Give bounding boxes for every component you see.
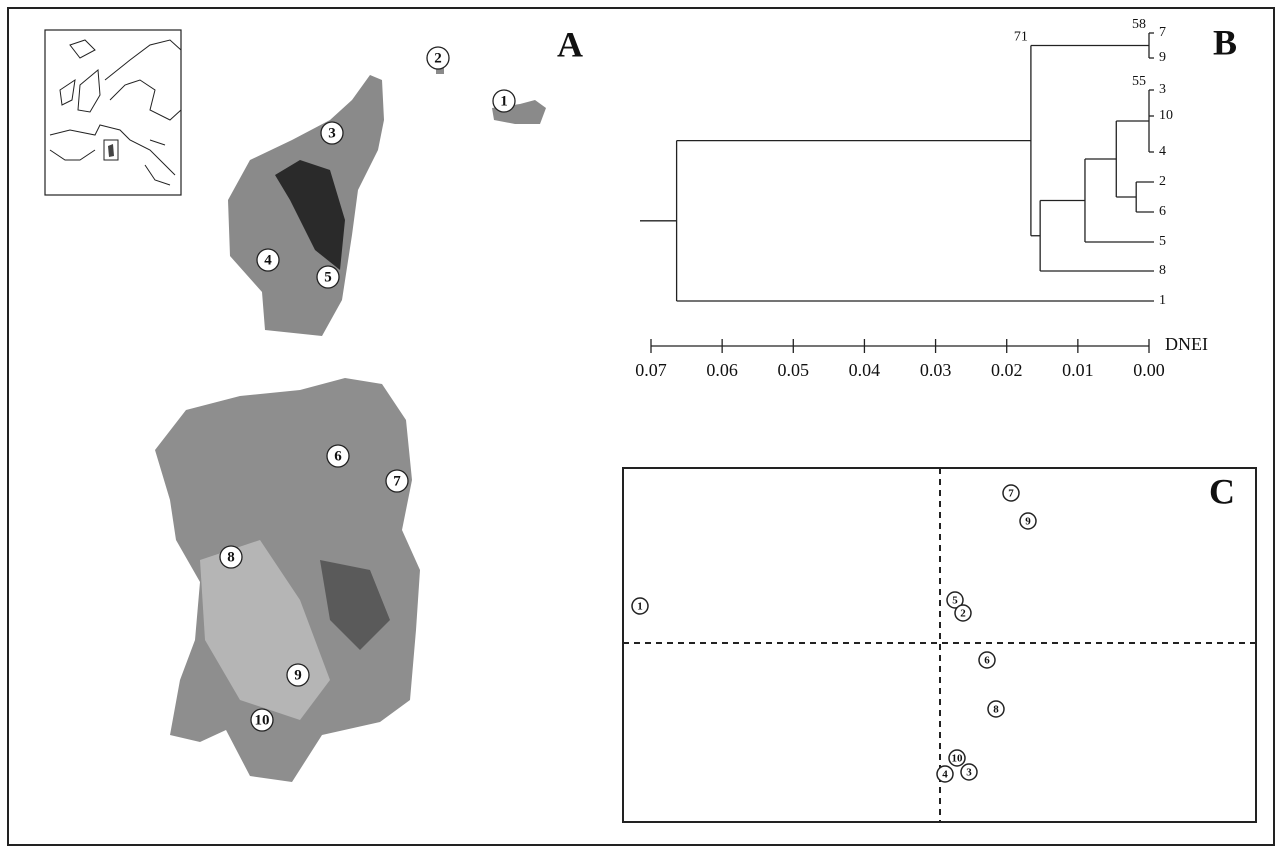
leaf-label: 7 <box>1159 25 1166 40</box>
tick-label: 0.05 <box>778 360 810 380</box>
pca-point-label: 3 <box>966 767 972 779</box>
pca-point-label: 1 <box>637 601 643 613</box>
site-label: 7 <box>393 473 401 489</box>
site-label: 2 <box>434 50 442 66</box>
leaf-label: 10 <box>1159 108 1173 123</box>
tick-label: 0.02 <box>991 360 1023 380</box>
tick-label: 0.06 <box>706 360 738 380</box>
tick-label: 0.07 <box>635 360 667 380</box>
site-label: 10 <box>255 712 270 728</box>
tick-label: 0.03 <box>920 360 952 380</box>
site-label: 5 <box>324 269 332 285</box>
leaf-label: 9 <box>1159 50 1166 65</box>
inset-map <box>45 30 181 195</box>
tick-label: 0.04 <box>849 360 881 380</box>
bootstrap-label: 58 <box>1132 17 1146 32</box>
panel-label: C <box>1209 471 1235 511</box>
leaf-label: 1 <box>1159 293 1166 308</box>
leaf-label: 8 <box>1159 263 1166 278</box>
map-relief <box>155 68 546 782</box>
leaf-label: 6 <box>1159 204 1166 219</box>
axis-label: DNEI <box>1165 334 1208 354</box>
site-label: 8 <box>227 549 235 565</box>
site-label: 4 <box>264 252 272 268</box>
pca-point-label: 7 <box>1008 488 1014 500</box>
tick-label: 0.00 <box>1133 360 1165 380</box>
site-label: 1 <box>500 93 508 109</box>
bootstrap-label: 55 <box>1132 74 1146 89</box>
leaf-label: 3 <box>1159 82 1166 97</box>
site-label: 6 <box>334 448 342 464</box>
panel-label: B <box>1213 22 1237 62</box>
leaf-label: 4 <box>1159 144 1166 159</box>
tick-label: 0.01 <box>1062 360 1094 380</box>
site-label: 9 <box>294 667 302 683</box>
panel-label: A <box>557 24 583 64</box>
figure: A B C 1 2 3 4 5 6 7 8 9 10 0.07 0.06 0.05 0.04 0.03 0.0… <box>0 0 1282 853</box>
leaf-label: 5 <box>1159 234 1166 249</box>
pca-point-label: 9 <box>1025 516 1031 528</box>
bootstrap-label: 71 <box>1014 30 1028 45</box>
site-label: 3 <box>328 125 336 141</box>
pca-point-label: 2 <box>960 608 966 620</box>
pca-point-label: 10 <box>952 753 964 765</box>
pca-point-label: 4 <box>942 769 948 781</box>
pca-point-label: 6 <box>984 655 990 667</box>
pca-point-label: 8 <box>993 704 999 716</box>
pca-point-label: 5 <box>952 595 958 607</box>
leaf-label: 2 <box>1159 174 1166 189</box>
